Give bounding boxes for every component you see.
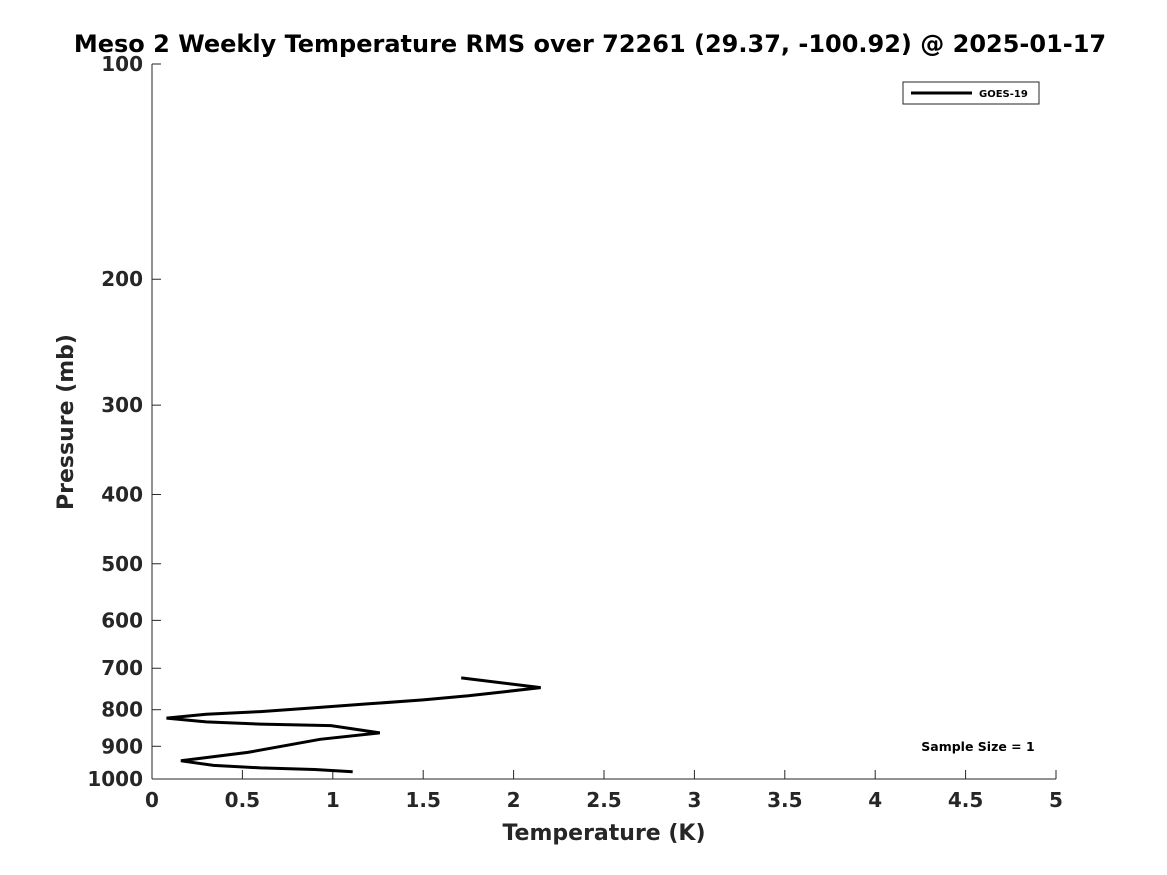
plot-axes [151, 64, 1056, 780]
x-tick-label: 1.5 [405, 788, 440, 812]
legend-label-goes-19: GOES-19 [979, 89, 1028, 100]
y-tick-label: 800 [101, 698, 143, 722]
y-tick-label: 600 [101, 608, 143, 632]
x-tick-label: 2.5 [586, 788, 621, 812]
x-tick-label: 1 [326, 788, 340, 812]
x-tick-label: 0.5 [225, 788, 260, 812]
y-tick-label: 200 [101, 267, 143, 291]
chart-title: Meso 2 Weekly Temperature RMS over 72261… [74, 30, 1106, 58]
x-tick-label: 3 [687, 788, 701, 812]
x-tick-label: 4.5 [948, 788, 983, 812]
x-tick-label: 2 [507, 788, 521, 812]
series-layer [166, 676, 541, 774]
y-tick-label: 700 [101, 656, 143, 680]
x-axis-ticks: 0 0.5 1 1.5 2 2.5 3 3.5 4 4.5 5 [145, 770, 1063, 812]
x-tick-label: 5 [1049, 788, 1063, 812]
y-axis-ticks: 100 200 300 400 500 600 700 800 900 1000 [87, 52, 161, 791]
x-tick-label: 4 [868, 788, 882, 812]
series-line-goes-19 [166, 676, 541, 774]
y-tick-label: 300 [101, 393, 143, 417]
y-tick-label: 500 [101, 552, 143, 576]
x-tick-label: 0 [145, 788, 159, 812]
y-tick-label: 900 [101, 734, 143, 758]
y-axis-label: Pressure (mb) [54, 334, 79, 510]
y-tick-label: 100 [101, 52, 143, 76]
y-tick-label: 400 [101, 482, 143, 506]
sample-size-annotation: Sample Size = 1 [921, 739, 1034, 754]
x-axis-label: Temperature (K) [502, 821, 705, 846]
legend: GOES-19 [902, 81, 1040, 105]
x-tick-label: 3.5 [767, 788, 802, 812]
y-tick-label: 1000 [87, 767, 143, 791]
